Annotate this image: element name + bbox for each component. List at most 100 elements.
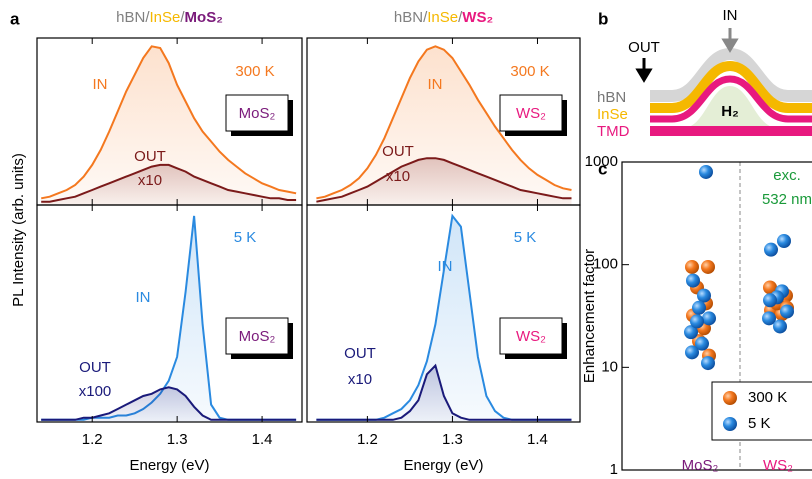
title-part: hBN	[394, 9, 423, 26]
plot-frame	[306, 204, 581, 423]
x-tick-label: 1.3	[442, 431, 463, 448]
title-part: /	[423, 9, 428, 26]
point	[695, 336, 709, 351]
arrow	[721, 28, 739, 53]
point	[777, 234, 791, 249]
sample-label: MoS₂	[239, 328, 276, 345]
line	[41, 45, 297, 200]
point	[764, 242, 778, 257]
annotation: 300 K	[235, 63, 274, 80]
annotation: 5 K	[234, 229, 257, 246]
area	[41, 387, 297, 422]
title-part: MoS₂	[185, 9, 223, 26]
tmd-layer	[650, 75, 812, 123]
x-tick-label: MoS₂	[682, 457, 719, 474]
plot-frame	[621, 161, 812, 471]
x-tick-label: 1.2	[82, 431, 103, 448]
title-part: /	[180, 9, 185, 26]
plot-frame	[36, 204, 303, 423]
layer-label: TMD	[597, 123, 630, 140]
line	[41, 163, 297, 203]
annotation: IN	[438, 258, 453, 275]
bubble-label: H₂	[721, 103, 739, 120]
title-part: WS₂	[462, 9, 493, 26]
annotation: x10	[138, 172, 162, 189]
area	[41, 46, 297, 205]
x-tick-label: 1.4	[527, 431, 548, 448]
legend-label: 5 K	[748, 415, 771, 432]
y-tick-label: 1000	[585, 153, 618, 170]
line	[316, 157, 572, 203]
annotation: IN	[428, 76, 443, 93]
point	[684, 325, 698, 340]
point	[763, 293, 777, 308]
x-tick-label: WS₂	[763, 457, 793, 474]
annotation: IN	[93, 76, 108, 93]
arrow-label: OUT	[628, 39, 660, 56]
diagram: b OUT IN hBN InSe TMD H₂	[597, 7, 812, 140]
title-part: InSe	[150, 9, 181, 26]
arrow	[635, 58, 653, 83]
arrow-label: IN	[723, 7, 738, 24]
annotation: x10	[348, 371, 372, 388]
title-part: /	[145, 9, 150, 26]
x-tick-label: 1.2	[357, 431, 378, 448]
panel-label: c	[598, 159, 607, 178]
point	[685, 259, 699, 274]
y-axis-label: Enhancement factor	[581, 249, 598, 383]
sample-box	[499, 317, 563, 355]
point	[762, 311, 776, 326]
title-part: InSe	[427, 9, 458, 26]
area	[41, 164, 297, 205]
point	[780, 304, 794, 319]
point	[773, 319, 787, 334]
point	[701, 356, 715, 371]
area	[316, 215, 572, 422]
area	[316, 46, 572, 205]
sample-label: WS₂	[516, 105, 546, 122]
sample-label: MoS₂	[239, 105, 276, 122]
annotation: OUT	[79, 359, 111, 376]
point	[701, 259, 715, 274]
annotation: x10	[386, 168, 410, 185]
line	[316, 363, 572, 421]
annotation: 5 K	[514, 229, 537, 246]
area	[316, 158, 572, 205]
point	[685, 345, 699, 360]
annotation: x100	[79, 383, 112, 400]
x-tick-label: 1.3	[167, 431, 188, 448]
x-tick-label: 1.4	[252, 431, 273, 448]
point	[697, 288, 711, 303]
title-part: /	[458, 9, 463, 26]
layer-label: hBN	[597, 89, 626, 106]
x-axis-label: Energy (eV)	[129, 457, 209, 474]
annotation: OUT	[382, 143, 414, 160]
y-tick-label: 10	[601, 358, 618, 375]
legend-marker	[723, 391, 737, 405]
sample-box	[499, 94, 563, 132]
point	[686, 273, 700, 288]
chart-title: hBN/InSe/WS₂	[394, 9, 493, 26]
sample-box	[225, 317, 289, 355]
point	[699, 164, 713, 179]
sample-label: WS₂	[516, 328, 546, 345]
title-part: hBN	[116, 9, 145, 26]
point	[702, 311, 716, 326]
inse-layer	[650, 60, 812, 113]
x-axis-label: Energy (eV)	[403, 457, 483, 474]
hbn-layer	[650, 47, 812, 102]
annotation: 532 nm	[762, 191, 812, 208]
legend-marker	[723, 417, 737, 431]
annotation: IN	[136, 289, 151, 306]
panel-label: b	[598, 9, 608, 28]
point	[690, 314, 704, 329]
bubble	[683, 86, 778, 128]
panel-label: a	[10, 9, 20, 28]
line	[316, 45, 572, 200]
legend-label: 300 K	[748, 389, 787, 406]
y-axis-label: PL Intensity (arb. units)	[10, 153, 27, 307]
layer-label: InSe	[597, 106, 628, 123]
line	[41, 386, 297, 421]
annotation: exc.	[773, 167, 801, 184]
